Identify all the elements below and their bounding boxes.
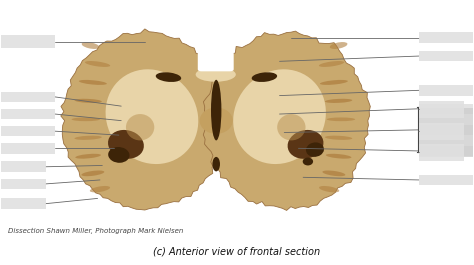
FancyBboxPatch shape [419,108,474,157]
Ellipse shape [156,72,181,82]
Ellipse shape [82,42,100,49]
Ellipse shape [74,136,102,140]
Ellipse shape [303,158,313,165]
FancyBboxPatch shape [0,35,55,48]
Ellipse shape [252,72,277,82]
FancyBboxPatch shape [419,104,474,114]
Ellipse shape [126,114,155,140]
Ellipse shape [196,67,236,82]
FancyBboxPatch shape [0,179,46,189]
Polygon shape [61,29,229,210]
FancyBboxPatch shape [0,198,46,209]
Ellipse shape [325,99,352,103]
Ellipse shape [108,147,129,163]
Ellipse shape [325,136,352,140]
Ellipse shape [233,69,326,164]
FancyBboxPatch shape [0,92,55,102]
FancyBboxPatch shape [419,101,464,118]
Ellipse shape [108,130,144,159]
Ellipse shape [288,130,323,159]
Ellipse shape [327,117,355,121]
FancyBboxPatch shape [0,143,55,154]
Ellipse shape [212,157,220,171]
Ellipse shape [319,61,344,67]
Ellipse shape [85,61,110,67]
FancyBboxPatch shape [0,126,55,136]
Ellipse shape [106,69,198,164]
Ellipse shape [79,80,107,85]
FancyBboxPatch shape [419,85,474,96]
FancyBboxPatch shape [419,51,474,61]
Ellipse shape [75,154,101,159]
FancyBboxPatch shape [419,175,474,185]
Ellipse shape [320,80,348,85]
FancyBboxPatch shape [198,9,234,71]
FancyBboxPatch shape [0,161,46,172]
Ellipse shape [322,170,346,176]
Ellipse shape [211,80,221,140]
FancyBboxPatch shape [419,123,464,140]
Ellipse shape [74,99,102,103]
Ellipse shape [82,170,104,176]
FancyBboxPatch shape [419,32,474,43]
Ellipse shape [90,186,110,192]
Polygon shape [202,31,370,210]
Ellipse shape [326,154,351,159]
Ellipse shape [200,107,233,134]
FancyBboxPatch shape [0,109,55,119]
Ellipse shape [72,117,100,121]
FancyBboxPatch shape [419,146,474,156]
Ellipse shape [319,186,339,192]
FancyBboxPatch shape [419,125,474,135]
Text: (c) Anterior view of frontal section: (c) Anterior view of frontal section [154,246,320,257]
Text: Dissection Shawn Miller, Photograph Mark Nielsen: Dissection Shawn Miller, Photograph Mark… [8,228,183,234]
Ellipse shape [330,42,347,49]
FancyBboxPatch shape [419,144,464,161]
Ellipse shape [306,142,324,157]
Ellipse shape [277,114,306,140]
